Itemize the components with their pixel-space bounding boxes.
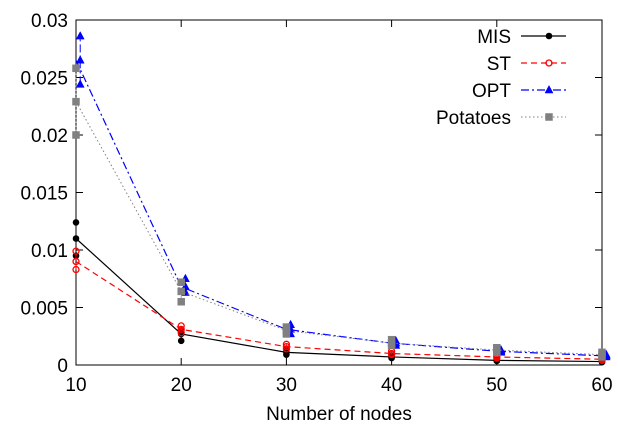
- error-high-point: [72, 247, 80, 255]
- x-tick-label: 20: [171, 375, 192, 396]
- x-tick-label: 60: [591, 375, 612, 396]
- plot-area: [75, 19, 603, 366]
- y-tick-label: 0.02: [31, 126, 68, 147]
- data-point: [282, 342, 291, 351]
- data-point: [177, 287, 185, 296]
- error-low-point: [177, 298, 185, 306]
- series-potatoes: [72, 64, 606, 361]
- error-low-point: [75, 79, 85, 88]
- error-high-point: [72, 219, 80, 226]
- error-low-point: [282, 345, 291, 353]
- data-point: [387, 349, 396, 358]
- error-high-point: [72, 64, 80, 73]
- series-line: [75, 238, 603, 363]
- y-tick-label: 0.005: [20, 299, 68, 320]
- legend-marker-icon: [544, 84, 554, 94]
- x-tick-label: 10: [65, 375, 86, 396]
- legend-label-opt: OPT: [472, 81, 511, 102]
- data-point: [72, 97, 80, 106]
- legend-marker-icon: [545, 113, 553, 121]
- x-tick-label: 50: [486, 375, 507, 396]
- error-low-point: [72, 131, 80, 139]
- y-axis: 0 0.005 0.01 0.015 0.02 0.025 0.03: [20, 11, 602, 377]
- error-high-point: [282, 340, 291, 348]
- series-layer: [72, 31, 611, 366]
- error-low-point: [72, 265, 80, 274]
- legend: MIS ST OPT Potatoes: [436, 27, 566, 129]
- y-tick-label: 0.025: [20, 69, 68, 90]
- error-low-point: [177, 329, 185, 337]
- error-high-point: [75, 31, 85, 40]
- error-low-point: [177, 337, 185, 345]
- legend-label-mis: MIS: [477, 27, 511, 48]
- legend-marker-icon: [545, 59, 553, 67]
- series-st: [72, 247, 606, 365]
- error-high-point: [598, 348, 606, 357]
- x-tick-label: 30: [276, 375, 297, 396]
- y-tick-label: 0.01: [31, 241, 68, 262]
- legend-label-st: ST: [487, 54, 512, 75]
- series-line: [75, 260, 603, 360]
- error-high-point: [282, 323, 291, 331]
- error-high-point: [387, 335, 396, 344]
- x-tick-label: 40: [381, 375, 402, 396]
- series-mis: [72, 219, 606, 366]
- legend-marker-icon: [545, 32, 553, 40]
- data-point: [72, 257, 80, 266]
- error-high-point: [493, 344, 501, 352]
- error-high-point: [177, 322, 185, 330]
- x-axis-label: Number of nodes: [266, 404, 412, 425]
- legend-label-potatoes: Potatoes: [436, 108, 511, 129]
- series-line: [75, 101, 603, 356]
- data-point: [177, 325, 185, 334]
- x-axis: 10 20 30 40 50 60: [65, 20, 613, 396]
- error-high-point: [177, 278, 185, 286]
- y-tick-label: 0.015: [20, 184, 68, 205]
- y-tick-label: 0: [57, 356, 68, 377]
- data-point: [75, 55, 85, 64]
- y-tick-label: 0.03: [31, 11, 68, 32]
- plot-frame: [75, 19, 603, 366]
- data-point: [72, 235, 80, 242]
- series-line: [75, 59, 603, 357]
